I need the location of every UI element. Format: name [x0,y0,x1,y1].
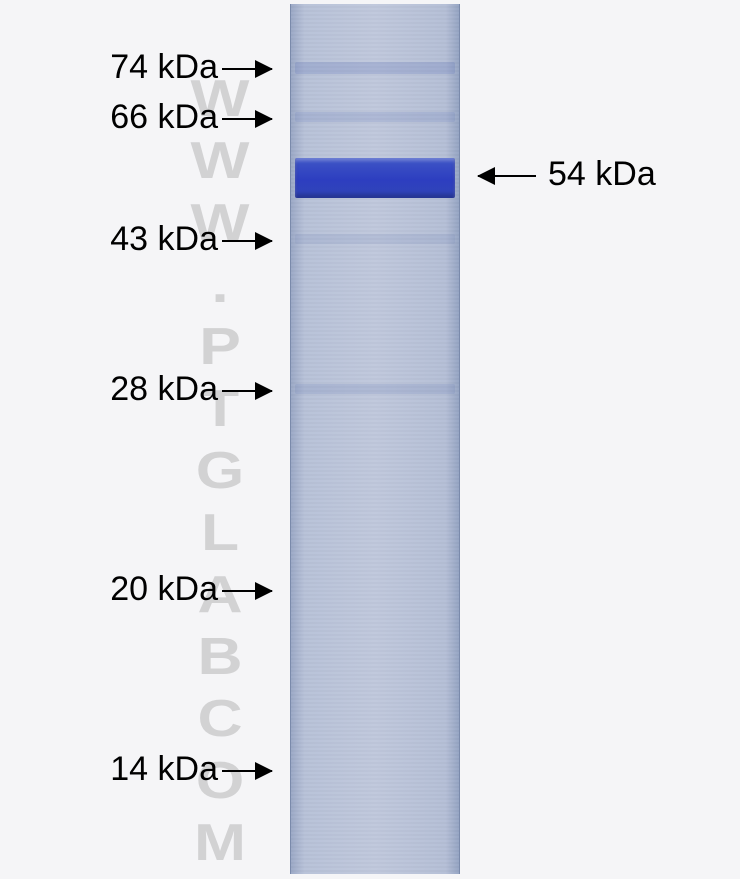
marker-label: 20 kDa [110,570,218,609]
marker-label: 14 kDa [110,750,218,789]
arrow-icon [222,118,272,120]
result-band-54kda [295,158,455,198]
arrow-icon [222,590,272,592]
marker-label: 74 kDa [110,48,218,87]
marker-band [295,384,455,394]
label-result-54kda: 54 kDa [548,155,656,194]
arrow-result-54kda [478,175,536,177]
marker-band [295,112,455,122]
marker-band [295,234,455,244]
marker-label: 43 kDa [110,220,218,259]
arrow-icon [222,390,272,392]
marker-band [295,62,455,74]
arrow-icon [222,68,272,70]
marker-label: 66 kDa [110,98,218,137]
arrow-icon [222,770,272,772]
arrow-icon [222,240,272,242]
gel-lane [290,4,460,874]
marker-label: 28 kDa [110,370,218,409]
